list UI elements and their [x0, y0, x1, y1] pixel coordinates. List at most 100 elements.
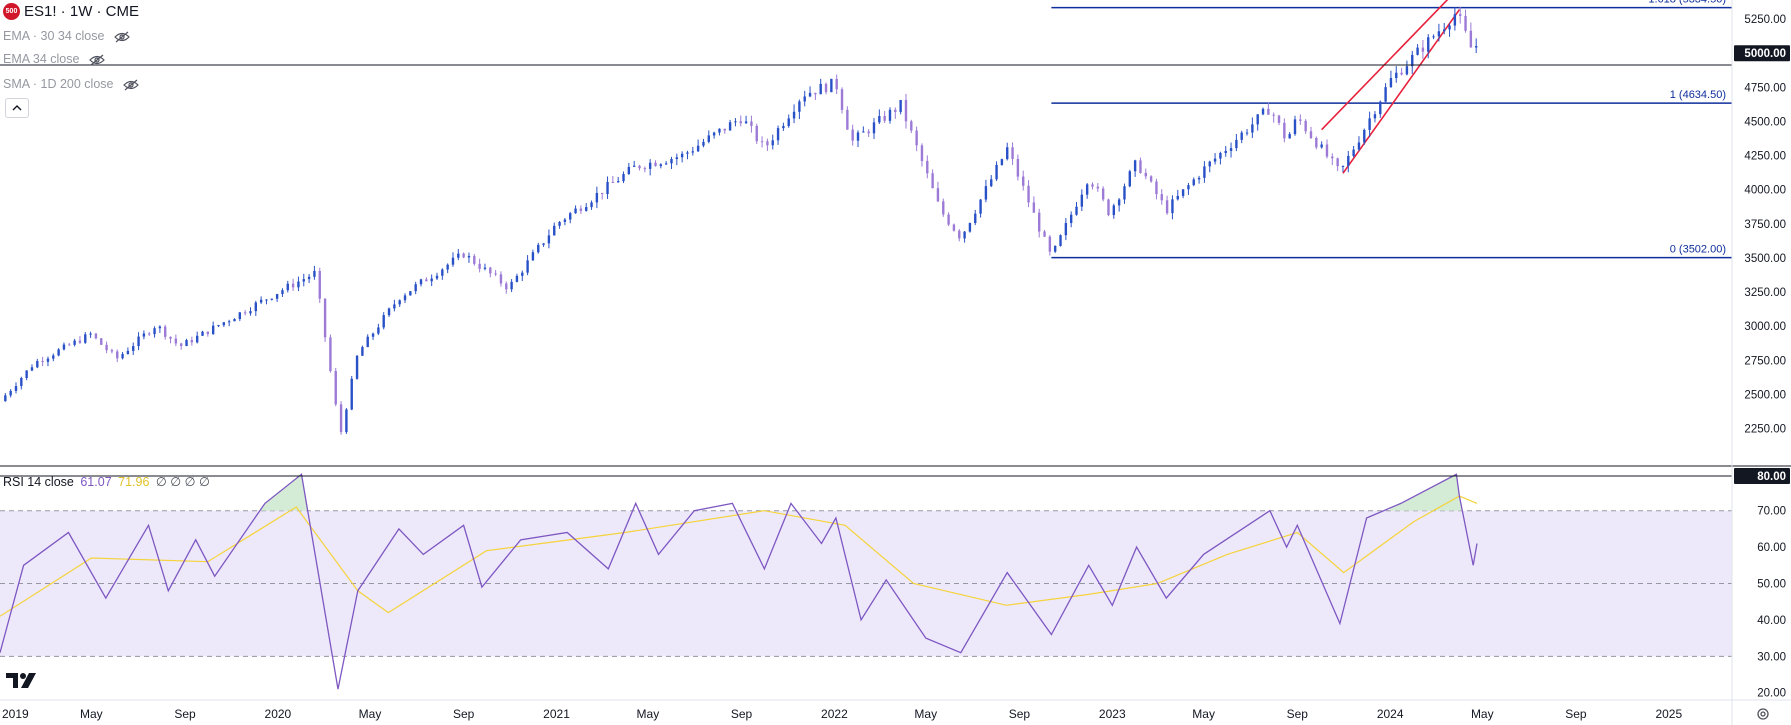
- candlesticks: [4, 6, 1478, 435]
- indicator-ema-30-34[interactable]: EMA · 30 34 close: [3, 28, 130, 44]
- candle-body: [1203, 166, 1206, 178]
- symbol-legend[interactable]: 500 ES1! · 1W · CME: [3, 2, 140, 21]
- candle-body: [446, 264, 449, 270]
- candle-body: [846, 109, 849, 130]
- candle-body: [632, 165, 636, 167]
- candle-body: [515, 275, 519, 282]
- rsi-line: [0, 473, 1478, 690]
- candle-body: [1331, 156, 1334, 159]
- rsi-tick-label: 50.00: [1757, 579, 1786, 591]
- eye-hidden-icon[interactable]: [123, 79, 139, 91]
- candle-body: [995, 164, 998, 180]
- gear-icon[interactable]: [1756, 707, 1770, 721]
- eye-hidden-icon[interactable]: [114, 31, 130, 43]
- candle-body: [579, 208, 583, 211]
- candle-body: [238, 312, 242, 320]
- candle-body: [473, 255, 476, 264]
- indicator-sma-200[interactable]: SMA · 1D 200 close: [3, 76, 139, 92]
- eye-hidden-icon[interactable]: [89, 54, 105, 66]
- candle-body: [1309, 131, 1313, 138]
- candle-body: [755, 125, 758, 142]
- candle-body: [483, 267, 487, 269]
- time-tick-label: 2022: [821, 707, 848, 721]
- time-tick-label: Sep: [174, 707, 196, 721]
- rising-channel[interactable]: [1321, 0, 1461, 174]
- candle-body: [1091, 184, 1094, 187]
- rsi-legend[interactable]: RSI 14 close 61.07 71.96 ∅ ∅ ∅ ∅: [3, 474, 210, 490]
- rsi-ma-line: [0, 495, 1478, 617]
- candle-body: [718, 128, 721, 133]
- rsi-tick-label: 70.00: [1757, 506, 1786, 518]
- candle-body: [553, 225, 556, 236]
- candle-body: [142, 333, 146, 337]
- candle-body: [819, 83, 822, 95]
- fibonacci-retracement[interactable]: 1.618 (5334.50) 1 (4634.50) 0 (3502.00): [1051, 0, 1732, 259]
- candle-body: [462, 253, 465, 258]
- candle-body: [281, 290, 284, 295]
- candle-body: [595, 192, 599, 203]
- candle-body: [531, 252, 535, 261]
- candle-body: [1336, 158, 1339, 167]
- candle-body: [339, 404, 343, 433]
- indicator-ema-34[interactable]: EMA 34 close: [3, 51, 105, 67]
- candle-body: [478, 263, 481, 269]
- price-pane[interactable]: 1.618 (5334.50) 1 (4634.50) 0 (3502.00): [4, 0, 1732, 435]
- rsi-axis[interactable]: 70.00 60.00 50.00 40.00 30.00 20.00 80.00: [1734, 468, 1790, 700]
- candle-body: [616, 181, 620, 183]
- indicator-label: SMA · 1D 200 close: [3, 77, 114, 91]
- symbol-title[interactable]: ES1! · 1W · CME: [24, 2, 140, 20]
- candle-body: [1384, 87, 1387, 102]
- candle-body: [1325, 144, 1329, 157]
- candle-body: [963, 231, 966, 239]
- candle-body: [1341, 165, 1345, 167]
- time-tick-label: 2024: [1377, 707, 1404, 721]
- candle-body: [990, 179, 993, 187]
- candle-body: [926, 161, 929, 174]
- time-axis[interactable]: 2019 May Sep 2020 May Sep 2021 May Sep 2022 May Sep…: [2, 707, 1682, 721]
- candle-body: [291, 283, 295, 288]
- channel-line[interactable]: [1342, 9, 1461, 174]
- candle-body: [441, 269, 444, 276]
- candle-body: [371, 333, 375, 337]
- candle-body: [1117, 199, 1121, 206]
- candle-body: [89, 333, 92, 335]
- candle-body: [840, 89, 844, 110]
- candle-body: [361, 347, 364, 356]
- price-tick-label: 3750.00: [1744, 219, 1786, 231]
- candle-body: [931, 173, 934, 189]
- candle-body: [910, 121, 913, 131]
- candle-body: [659, 164, 663, 167]
- tradingview-logo-icon[interactable]: [6, 670, 40, 690]
- candle-body: [30, 367, 34, 371]
- candle-body: [1224, 150, 1227, 153]
- candle-body: [739, 121, 742, 124]
- candle-body: [510, 281, 513, 290]
- indicator-label: EMA 34 close: [3, 52, 80, 66]
- candle-body: [782, 125, 785, 129]
- candle-body: [217, 325, 220, 327]
- channel-line[interactable]: [1321, 0, 1457, 131]
- candle-body: [1171, 199, 1174, 214]
- collapse-legend-button[interactable]: [5, 98, 29, 118]
- candle-body: [867, 131, 870, 134]
- candle-body: [1219, 152, 1222, 159]
- price-axis[interactable]: 5250.00 5000.00 4750.00 4500.00 4250.00 4000.…: [1734, 14, 1790, 436]
- rsi-overbought-fill: [1390, 475, 1465, 511]
- candle-body: [920, 145, 924, 162]
- candle-body: [409, 291, 412, 296]
- candle-body: [1427, 37, 1430, 52]
- candle-body: [94, 333, 98, 339]
- rsi-label: RSI 14 close: [3, 475, 74, 489]
- candle-body: [329, 337, 332, 372]
- rsi-pane[interactable]: [0, 473, 1732, 690]
- candle-body: [1288, 134, 1291, 139]
- price-tick-label: 3500.00: [1744, 253, 1786, 265]
- fib-level-label: 1 (4634.50): [1670, 89, 1726, 101]
- candle-body: [489, 267, 492, 274]
- candle-body: [750, 121, 753, 126]
- candle-body: [1389, 78, 1393, 88]
- candle-body: [888, 109, 892, 121]
- candle-body: [243, 312, 247, 314]
- candle-body: [1128, 171, 1131, 187]
